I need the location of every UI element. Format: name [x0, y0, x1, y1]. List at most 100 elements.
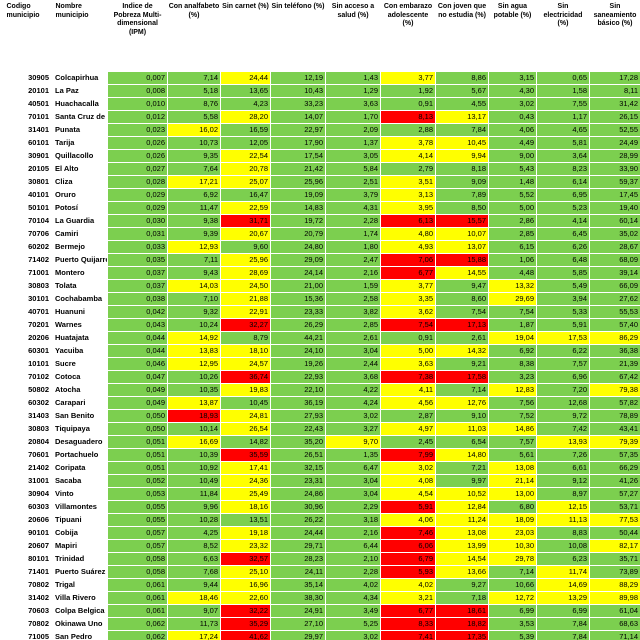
cell-codigo[interactable]: 30904 — [0, 487, 53, 501]
cell-sin-telefono[interactable]: 14,83 — [270, 201, 326, 215]
cell-joven[interactable]: 13,08 — [435, 526, 489, 540]
cell-embarazo[interactable]: 5,91 — [380, 500, 436, 514]
cell-sin-telefono[interactable]: 22,10 — [270, 383, 326, 397]
cell-electricidad[interactable]: 8,97 — [536, 487, 590, 501]
cell-sin-carnet[interactable]: 19,83 — [220, 383, 271, 397]
cell-sin-salud[interactable]: 2,28 — [325, 214, 381, 228]
cell-saneamiento[interactable]: 17,28 — [589, 71, 640, 85]
cell-sin-telefono[interactable]: 36,19 — [270, 396, 326, 410]
cell-saneamiento[interactable]: 19,40 — [589, 201, 640, 215]
header-ipm[interactable]: Indice de Pobreza Multi-dimensional (IPM… — [107, 0, 168, 72]
cell-sin-salud[interactable]: 1,43 — [325, 71, 381, 85]
cell-sin-carnet[interactable]: 13,51 — [220, 513, 271, 527]
cell-codigo[interactable]: 30901 — [0, 149, 53, 163]
cell-electricidad[interactable]: 17,53 — [536, 331, 590, 345]
cell-sin-carnet[interactable]: 8,79 — [220, 331, 271, 345]
cell-sin-salud[interactable]: 3,68 — [325, 370, 381, 384]
cell-ipm[interactable]: 0,023 — [107, 123, 168, 137]
cell-analfabeto[interactable]: 10,24 — [167, 318, 221, 332]
cell-agua[interactable]: 5,43 — [488, 162, 537, 176]
cell-codigo[interactable]: 30803 — [0, 279, 53, 293]
cell-joven[interactable]: 9,27 — [435, 578, 489, 592]
cell-sin-carnet[interactable]: 20,78 — [220, 162, 271, 176]
cell-agua[interactable]: 6,99 — [488, 604, 537, 618]
cell-ipm[interactable]: 0,055 — [107, 500, 168, 514]
cell-embarazo[interactable]: 0,91 — [380, 97, 436, 111]
cell-analfabeto[interactable]: 11,73 — [167, 617, 221, 631]
cell-embarazo[interactable]: 3,77 — [380, 279, 436, 293]
cell-agua[interactable]: 29,69 — [488, 292, 537, 306]
cell-sin-salud[interactable]: 9,70 — [325, 435, 381, 449]
cell-electricidad[interactable]: 4,14 — [536, 214, 590, 228]
cell-joven[interactable]: 8,18 — [435, 162, 489, 176]
cell-joven[interactable]: 7,84 — [435, 123, 489, 137]
cell-ipm[interactable]: 0,049 — [107, 396, 168, 410]
cell-joven[interactable]: 5,67 — [435, 84, 489, 98]
cell-embarazo[interactable]: 6,06 — [380, 539, 436, 553]
cell-agua[interactable]: 6,92 — [488, 344, 537, 358]
cell-sin-telefono[interactable]: 23,33 — [270, 305, 326, 319]
cell-codigo[interactable]: 20105 — [0, 162, 53, 176]
cell-electricidad[interactable]: 13,29 — [536, 591, 590, 605]
cell-ipm[interactable]: 0,050 — [107, 409, 168, 423]
cell-nombre[interactable]: Cochabamba — [52, 292, 108, 306]
cell-codigo[interactable]: 70706 — [0, 227, 53, 241]
cell-nombre[interactable]: Cobija — [52, 526, 108, 540]
cell-analfabeto[interactable]: 10,39 — [167, 448, 221, 462]
cell-saneamiento[interactable]: 77,53 — [589, 513, 640, 527]
cell-agua[interactable]: 4,30 — [488, 84, 537, 98]
cell-nombre[interactable]: Cotoca — [52, 370, 108, 384]
cell-joven[interactable]: 17,35 — [435, 630, 489, 640]
cell-sin-salud[interactable]: 2,09 — [325, 123, 381, 137]
cell-agua[interactable]: 7,56 — [488, 396, 537, 410]
cell-embarazo[interactable]: 0,91 — [380, 331, 436, 345]
cell-joven[interactable]: 15,88 — [435, 253, 489, 267]
cell-saneamiento[interactable]: 39,14 — [589, 266, 640, 280]
cell-sin-telefono[interactable]: 23,31 — [270, 474, 326, 488]
cell-analfabeto[interactable]: 14,03 — [167, 279, 221, 293]
cell-nombre[interactable]: Carapari — [52, 396, 108, 410]
cell-embarazo[interactable]: 3,63 — [380, 357, 436, 371]
cell-analfabeto[interactable]: 10,14 — [167, 422, 221, 436]
cell-ipm[interactable]: 0,010 — [107, 97, 168, 111]
cell-nombre[interactable]: Portachuelo — [52, 448, 108, 462]
cell-joven[interactable]: 8,86 — [435, 71, 489, 85]
header-codigo[interactable]: Codigo municipio — [0, 0, 53, 72]
cell-analfabeto[interactable]: 13,87 — [167, 396, 221, 410]
cell-embarazo[interactable]: 6,77 — [380, 266, 436, 280]
cell-joven[interactable]: 9,94 — [435, 149, 489, 163]
cell-saneamiento[interactable]: 17,45 — [589, 188, 640, 202]
cell-sin-telefono[interactable]: 27,10 — [270, 617, 326, 631]
cell-saneamiento[interactable]: 66,09 — [589, 279, 640, 293]
cell-electricidad[interactable]: 1,58 — [536, 84, 590, 98]
cell-joven[interactable]: 7,54 — [435, 305, 489, 319]
cell-joven[interactable]: 10,52 — [435, 487, 489, 501]
cell-saneamiento[interactable]: 55,53 — [589, 305, 640, 319]
cell-ipm[interactable]: 0,051 — [107, 461, 168, 475]
cell-nombre[interactable]: Trinidad — [52, 552, 108, 566]
cell-saneamiento[interactable]: 68,63 — [589, 617, 640, 631]
cell-sin-carnet[interactable]: 22,59 — [220, 201, 271, 215]
cell-electricidad[interactable]: 5,23 — [536, 201, 590, 215]
cell-ipm[interactable]: 0,030 — [107, 214, 168, 228]
cell-saneamiento[interactable]: 28,67 — [589, 240, 640, 254]
cell-codigo[interactable]: 20206 — [0, 331, 53, 345]
cell-ipm[interactable]: 0,012 — [107, 110, 168, 124]
cell-sin-salud[interactable]: 5,25 — [325, 617, 381, 631]
cell-saneamiento[interactable]: 57,35 — [589, 448, 640, 462]
cell-sin-salud[interactable]: 2,29 — [325, 500, 381, 514]
cell-ipm[interactable]: 0,007 — [107, 71, 168, 85]
header-agua[interactable]: Sin agua potable (%) — [488, 0, 537, 72]
cell-embarazo[interactable]: 7,54 — [380, 318, 436, 332]
cell-saneamiento[interactable]: 31,42 — [589, 97, 640, 111]
cell-saneamiento[interactable]: 21,39 — [589, 357, 640, 371]
cell-agua[interactable]: 2,85 — [488, 227, 537, 241]
cell-sin-telefono[interactable]: 17,54 — [270, 149, 326, 163]
cell-joven[interactable]: 13,17 — [435, 110, 489, 124]
cell-joven[interactable]: 9,97 — [435, 474, 489, 488]
cell-electricidad[interactable]: 7,55 — [536, 97, 590, 111]
cell-embarazo[interactable]: 3,13 — [380, 188, 436, 202]
cell-nombre[interactable]: Okinawa Uno — [52, 617, 108, 631]
cell-codigo[interactable]: 70104 — [0, 214, 53, 228]
cell-sin-carnet[interactable]: 16,59 — [220, 123, 271, 137]
